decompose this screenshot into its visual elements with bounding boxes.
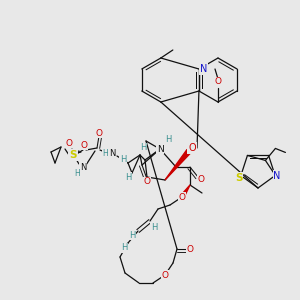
Text: H: H (102, 148, 108, 158)
Text: N: N (109, 148, 115, 158)
Text: N: N (157, 145, 164, 154)
Text: S: S (69, 150, 77, 160)
Text: H: H (120, 155, 126, 164)
Text: O: O (143, 178, 151, 187)
Text: H: H (121, 244, 127, 253)
Text: O: O (65, 139, 73, 148)
Text: N: N (80, 163, 86, 172)
Text: O: O (197, 176, 205, 184)
Text: H: H (165, 134, 171, 143)
Text: H: H (140, 143, 146, 152)
Text: H: H (151, 223, 157, 232)
Text: H: H (125, 172, 131, 182)
Text: O: O (214, 77, 221, 86)
Text: O: O (187, 244, 194, 253)
Text: O: O (95, 128, 103, 137)
Text: H: H (74, 169, 80, 178)
Text: O: O (161, 271, 169, 280)
Polygon shape (180, 185, 190, 198)
Text: O: O (188, 143, 196, 153)
Text: S: S (235, 172, 243, 183)
Text: H: H (129, 230, 135, 239)
Text: O: O (178, 193, 185, 202)
Text: N: N (200, 64, 208, 74)
Text: O: O (80, 140, 88, 149)
Text: N: N (273, 171, 281, 181)
Polygon shape (165, 149, 191, 180)
